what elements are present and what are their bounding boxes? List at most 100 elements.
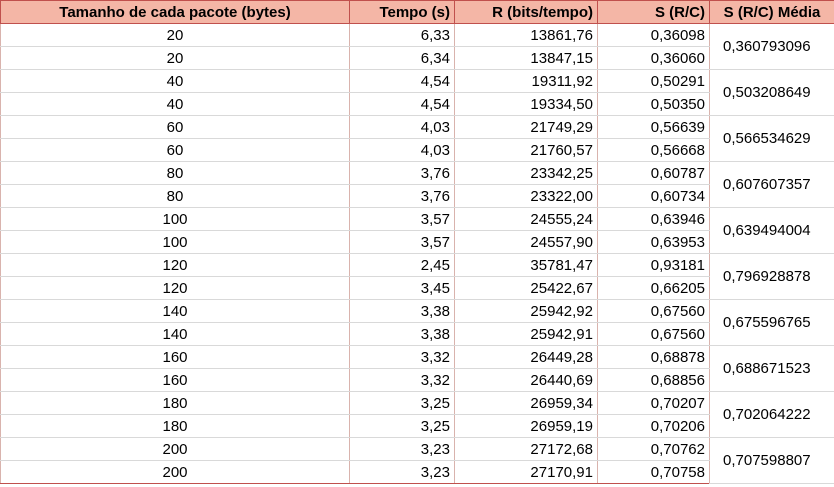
cell-time[interactable]: 6,34 (349, 46, 455, 70)
cell-packet-size[interactable]: 100 (0, 207, 350, 231)
cell-rate[interactable]: 25942,92 (454, 299, 598, 323)
cell-rate[interactable]: 26959,34 (454, 391, 598, 415)
cell-packet-size[interactable]: 140 (0, 322, 350, 346)
table-row: 60 4,03 21760,57 0,56668 (0, 138, 834, 162)
cell-rate[interactable]: 23322,00 (454, 184, 598, 208)
cell-rate[interactable]: 19334,50 (454, 92, 598, 116)
cell-time[interactable]: 3,38 (349, 299, 455, 323)
cell-packet-size[interactable]: 60 (0, 138, 350, 162)
header-packet-size[interactable]: Tamanho de cada pacote (bytes) (0, 0, 350, 24)
cell-packet-size[interactable]: 160 (0, 345, 350, 369)
cell-s-ratio[interactable]: 0,60787 (597, 161, 710, 185)
cell-time[interactable]: 4,54 (349, 92, 455, 116)
cell-packet-size[interactable]: 180 (0, 414, 350, 438)
cell-s-ratio-average[interactable]: 0,639494004 (709, 207, 834, 254)
cell-packet-size[interactable]: 200 (0, 437, 350, 461)
cell-s-ratio-average[interactable]: 0,707598807 (709, 437, 834, 484)
header-row: Tamanho de cada pacote (bytes) Tempo (s)… (0, 0, 834, 24)
cell-rate[interactable]: 23342,25 (454, 161, 598, 185)
cell-s-ratio[interactable]: 0,63953 (597, 230, 710, 254)
cell-time[interactable]: 4,03 (349, 138, 455, 162)
cell-packet-size[interactable]: 40 (0, 69, 350, 93)
cell-rate[interactable]: 21749,29 (454, 115, 598, 139)
cell-rate[interactable]: 26440,69 (454, 368, 598, 392)
cell-time[interactable]: 2,45 (349, 253, 455, 277)
cell-time[interactable]: 3,38 (349, 322, 455, 346)
cell-rate[interactable]: 27170,91 (454, 460, 598, 484)
cell-time[interactable]: 3,23 (349, 437, 455, 461)
cell-packet-size[interactable]: 120 (0, 253, 350, 277)
cell-packet-size[interactable]: 80 (0, 161, 350, 185)
cell-time[interactable]: 3,76 (349, 184, 455, 208)
cell-time[interactable]: 3,32 (349, 368, 455, 392)
cell-s-ratio[interactable]: 0,60734 (597, 184, 710, 208)
cell-s-ratio[interactable]: 0,70758 (597, 460, 710, 484)
cell-rate[interactable]: 24555,24 (454, 207, 598, 231)
cell-packet-size[interactable]: 120 (0, 276, 350, 300)
cell-packet-size[interactable]: 100 (0, 230, 350, 254)
table-row: 20 6,33 13861,76 0,36098 0,360793096 (0, 23, 834, 70)
cell-packet-size[interactable]: 180 (0, 391, 350, 415)
cell-s-ratio[interactable]: 0,67560 (597, 299, 710, 323)
cell-packet-size[interactable]: 60 (0, 115, 350, 139)
cell-s-ratio[interactable]: 0,93181 (597, 253, 710, 277)
cell-s-ratio[interactable]: 0,63946 (597, 207, 710, 231)
cell-s-ratio[interactable]: 0,68878 (597, 345, 710, 369)
cell-s-ratio[interactable]: 0,68856 (597, 368, 710, 392)
cell-s-ratio[interactable]: 0,70207 (597, 391, 710, 415)
cell-time[interactable]: 4,03 (349, 115, 455, 139)
cell-time[interactable]: 3,25 (349, 414, 455, 438)
cell-time[interactable]: 3,32 (349, 345, 455, 369)
cell-rate[interactable]: 35781,47 (454, 253, 598, 277)
header-s-ratio-average[interactable]: S (R/C) Média (709, 0, 834, 24)
cell-rate[interactable]: 24557,90 (454, 230, 598, 254)
cell-time[interactable]: 3,25 (349, 391, 455, 415)
header-s-ratio[interactable]: S (R/C) (597, 0, 710, 24)
cell-s-ratio-average[interactable]: 0,607607357 (709, 161, 834, 208)
cell-rate[interactable]: 25422,67 (454, 276, 598, 300)
cell-s-ratio-average[interactable]: 0,503208649 (709, 69, 834, 116)
cell-time[interactable]: 3,57 (349, 230, 455, 254)
cell-packet-size[interactable]: 160 (0, 368, 350, 392)
cell-s-ratio-average[interactable]: 0,796928878 (709, 253, 834, 300)
cell-s-ratio[interactable]: 0,70762 (597, 437, 710, 461)
cell-time[interactable]: 3,57 (349, 207, 455, 231)
cell-s-ratio[interactable]: 0,66205 (597, 276, 710, 300)
cell-s-ratio-average[interactable]: 0,566534629 (709, 115, 834, 162)
cell-packet-size[interactable]: 200 (0, 460, 350, 484)
cell-s-ratio[interactable]: 0,36060 (597, 46, 710, 70)
cell-s-ratio-average[interactable]: 0,702064222 (709, 391, 834, 438)
cell-packet-size[interactable]: 40 (0, 92, 350, 116)
cell-packet-size[interactable]: 20 (0, 46, 350, 70)
cell-time[interactable]: 6,33 (349, 23, 455, 47)
cell-time[interactable]: 3,23 (349, 460, 455, 484)
cell-s-ratio[interactable]: 0,50291 (597, 69, 710, 93)
cell-packet-size[interactable]: 80 (0, 184, 350, 208)
cell-s-ratio-average[interactable]: 0,688671523 (709, 345, 834, 392)
cell-rate[interactable]: 27172,68 (454, 437, 598, 461)
cell-s-ratio-average[interactable]: 0,675596765 (709, 299, 834, 346)
cell-s-ratio-average[interactable]: 0,360793096 (709, 23, 834, 70)
cell-s-ratio[interactable]: 0,36098 (597, 23, 710, 47)
cell-rate[interactable]: 25942,91 (454, 322, 598, 346)
cell-s-ratio[interactable]: 0,56639 (597, 115, 710, 139)
cell-rate[interactable]: 13847,15 (454, 46, 598, 70)
cell-rate[interactable]: 21760,57 (454, 138, 598, 162)
cell-rate[interactable]: 13861,76 (454, 23, 598, 47)
table-row: 80 3,76 23322,00 0,60734 (0, 184, 834, 208)
cell-s-ratio[interactable]: 0,70206 (597, 414, 710, 438)
cell-rate[interactable]: 26449,28 (454, 345, 598, 369)
cell-packet-size[interactable]: 20 (0, 23, 350, 47)
cell-time[interactable]: 3,45 (349, 276, 455, 300)
cell-time[interactable]: 4,54 (349, 69, 455, 93)
cell-s-ratio[interactable]: 0,67560 (597, 322, 710, 346)
header-time[interactable]: Tempo (s) (349, 0, 455, 24)
cell-time[interactable]: 3,76 (349, 161, 455, 185)
cell-s-ratio[interactable]: 0,56668 (597, 138, 710, 162)
cell-rate[interactable]: 19311,92 (454, 69, 598, 93)
table-row: 120 3,45 25422,67 0,66205 (0, 276, 834, 300)
cell-packet-size[interactable]: 140 (0, 299, 350, 323)
cell-rate[interactable]: 26959,19 (454, 414, 598, 438)
cell-s-ratio[interactable]: 0,50350 (597, 92, 710, 116)
header-rate[interactable]: R (bits/tempo) (454, 0, 598, 24)
